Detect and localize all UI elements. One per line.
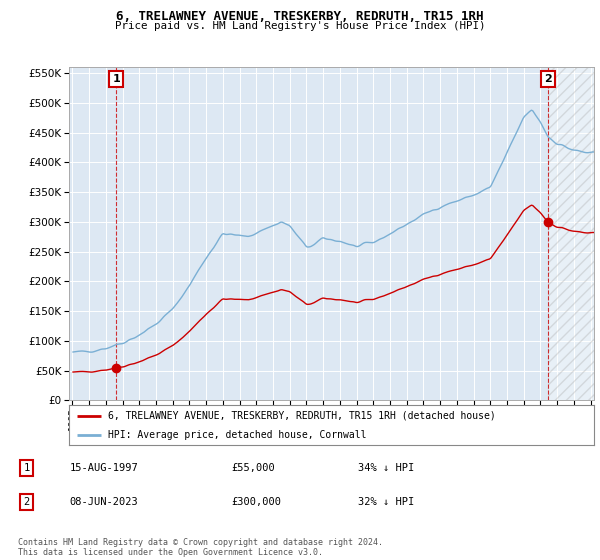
Text: HPI: Average price, detached house, Cornwall: HPI: Average price, detached house, Corn… — [109, 430, 367, 440]
Text: Contains HM Land Registry data © Crown copyright and database right 2024.
This d: Contains HM Land Registry data © Crown c… — [18, 538, 383, 557]
Text: 6, TRELAWNEY AVENUE, TRESKERBY, REDRUTH, TR15 1RH (detached house): 6, TRELAWNEY AVENUE, TRESKERBY, REDRUTH,… — [109, 411, 496, 421]
Text: 15-AUG-1997: 15-AUG-1997 — [70, 463, 139, 473]
Text: 32% ↓ HPI: 32% ↓ HPI — [358, 497, 414, 507]
Text: 2: 2 — [23, 497, 29, 507]
Text: 1: 1 — [112, 74, 120, 84]
Text: 2: 2 — [544, 74, 552, 84]
Text: £300,000: £300,000 — [231, 497, 281, 507]
Text: Price paid vs. HM Land Registry's House Price Index (HPI): Price paid vs. HM Land Registry's House … — [115, 21, 485, 31]
Bar — [548, 67, 599, 400]
Text: 08-JUN-2023: 08-JUN-2023 — [70, 497, 139, 507]
Text: 6, TRELAWNEY AVENUE, TRESKERBY, REDRUTH, TR15 1RH: 6, TRELAWNEY AVENUE, TRESKERBY, REDRUTH,… — [116, 10, 484, 23]
Text: 1: 1 — [23, 463, 29, 473]
Text: 34% ↓ HPI: 34% ↓ HPI — [358, 463, 414, 473]
Text: £55,000: £55,000 — [231, 463, 275, 473]
